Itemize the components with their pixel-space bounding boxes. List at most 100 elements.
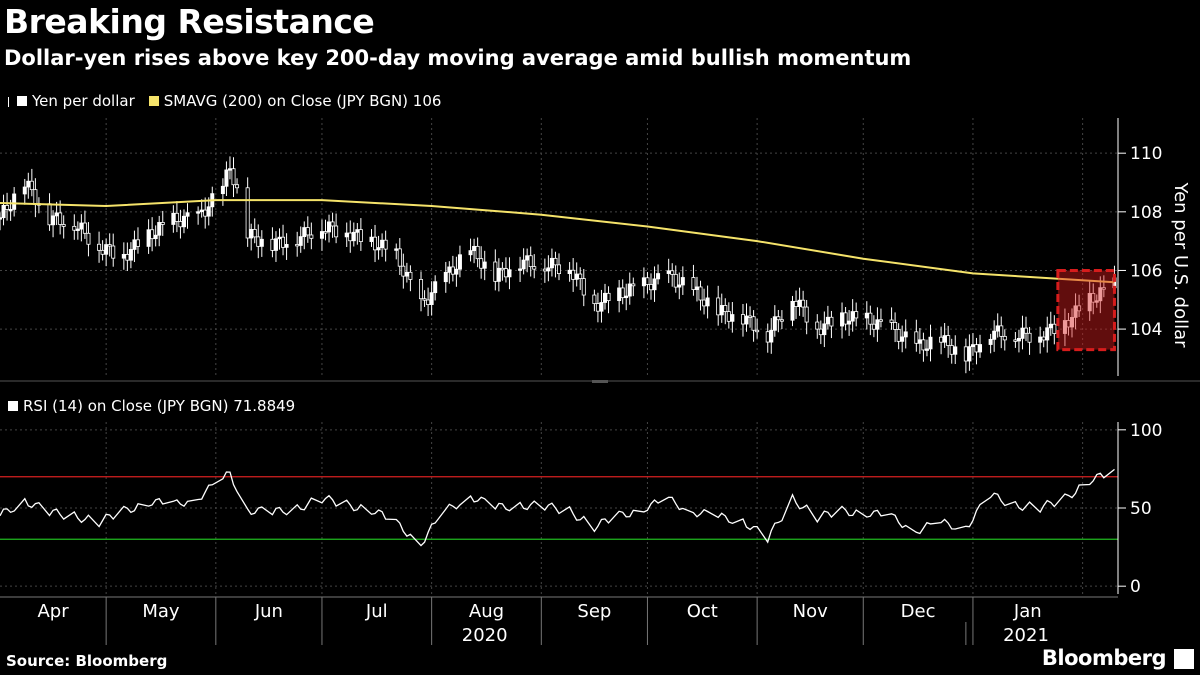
- candle: [847, 309, 852, 336]
- candle: [174, 201, 179, 233]
- candle: [546, 255, 551, 282]
- candle: [358, 218, 363, 251]
- candle: [496, 258, 501, 292]
- candle: [61, 215, 66, 239]
- y-tick-label: 104: [1130, 320, 1162, 340]
- legend-item-price: Yen per dollar: [8, 92, 135, 110]
- y-tick-label: 106: [1130, 261, 1162, 281]
- candle: [967, 334, 972, 371]
- legend-label-rsi: RSI (14) on Close (JPY BGN) 71.8849: [23, 397, 296, 415]
- candle: [369, 229, 374, 247]
- x-tick-label: Oct: [687, 601, 718, 622]
- candle: [394, 243, 399, 260]
- candle: [281, 224, 286, 256]
- candle: [1020, 315, 1025, 350]
- rsi-line: [0, 468, 1115, 547]
- candle: [571, 258, 576, 292]
- candle: [245, 177, 250, 247]
- candle: [963, 338, 968, 374]
- candle: [160, 210, 165, 236]
- candle: [235, 178, 240, 194]
- candle: [181, 209, 186, 234]
- candle: [949, 338, 954, 364]
- candle: [433, 275, 438, 301]
- candle: [33, 178, 38, 218]
- candle: [889, 307, 894, 330]
- candle: [450, 255, 455, 282]
- candle: [351, 222, 356, 247]
- year-label: 2020: [462, 625, 508, 646]
- candle: [104, 238, 109, 267]
- candle: [397, 238, 402, 275]
- candle: [47, 193, 52, 231]
- x-tick-label: Dec: [901, 601, 936, 622]
- candle: [765, 323, 770, 353]
- candle: [670, 263, 675, 287]
- candle: [903, 319, 908, 349]
- candle: [72, 214, 77, 240]
- candle: [875, 307, 880, 342]
- candle: [779, 310, 784, 329]
- candle: [1002, 329, 1007, 351]
- x-tick-label: Nov: [793, 601, 828, 622]
- rsi-swatch-icon: [8, 401, 18, 411]
- candle: [107, 233, 112, 257]
- candle: [1, 194, 6, 226]
- candle: [995, 313, 1000, 338]
- candle: [472, 238, 477, 264]
- candle: [295, 231, 300, 257]
- candle: [121, 242, 126, 270]
- candle: [652, 266, 657, 302]
- candle: [723, 298, 728, 325]
- candle: [196, 206, 201, 225]
- candle: [854, 302, 859, 327]
- candle: [252, 218, 257, 244]
- candle: [840, 302, 845, 339]
- candle: [627, 272, 632, 305]
- candle: [220, 178, 225, 206]
- pane-divider-handle[interactable]: [592, 380, 608, 383]
- candle: [305, 216, 310, 243]
- candle: [404, 262, 409, 283]
- candle: [602, 283, 607, 310]
- candle: [500, 262, 505, 281]
- candle: [740, 303, 745, 337]
- candle: [631, 277, 636, 297]
- candle: [878, 308, 883, 328]
- candle: [578, 267, 583, 290]
- candle: [776, 309, 781, 333]
- bloomberg-terminal-icon: [1174, 649, 1194, 669]
- candle: [871, 315, 876, 338]
- candle: [153, 225, 158, 247]
- candle: [999, 316, 1004, 349]
- candle: [914, 319, 919, 352]
- candle: [1073, 293, 1078, 330]
- candle: [988, 333, 993, 354]
- candle: [917, 328, 922, 354]
- candle: [58, 200, 63, 235]
- price-legend: Yen per dollar SMAVG (200) on Close (JPY…: [8, 92, 455, 110]
- chart-subtitle: Dollar-yen rises above key 200-day movin…: [4, 46, 912, 70]
- candle: [429, 281, 434, 316]
- candle: [493, 249, 498, 291]
- y-axis-label: Yen per U.S. dollar: [1170, 181, 1191, 348]
- candle: [454, 256, 459, 287]
- brand-logo: Bloomberg: [1041, 646, 1167, 670]
- candle: [157, 215, 162, 247]
- candle: [419, 271, 424, 312]
- candle: [1094, 294, 1099, 308]
- candle: [521, 248, 526, 275]
- candle: [978, 334, 983, 358]
- candle: [227, 156, 232, 180]
- x-tick-label: May: [142, 601, 180, 622]
- candle: [132, 230, 137, 263]
- candle: [146, 219, 151, 254]
- candle: [790, 295, 795, 327]
- candle: [528, 246, 533, 277]
- candle: [468, 238, 473, 262]
- candle: [815, 314, 820, 339]
- candle: [507, 257, 512, 290]
- candle: [1101, 275, 1106, 298]
- candle: [896, 323, 901, 350]
